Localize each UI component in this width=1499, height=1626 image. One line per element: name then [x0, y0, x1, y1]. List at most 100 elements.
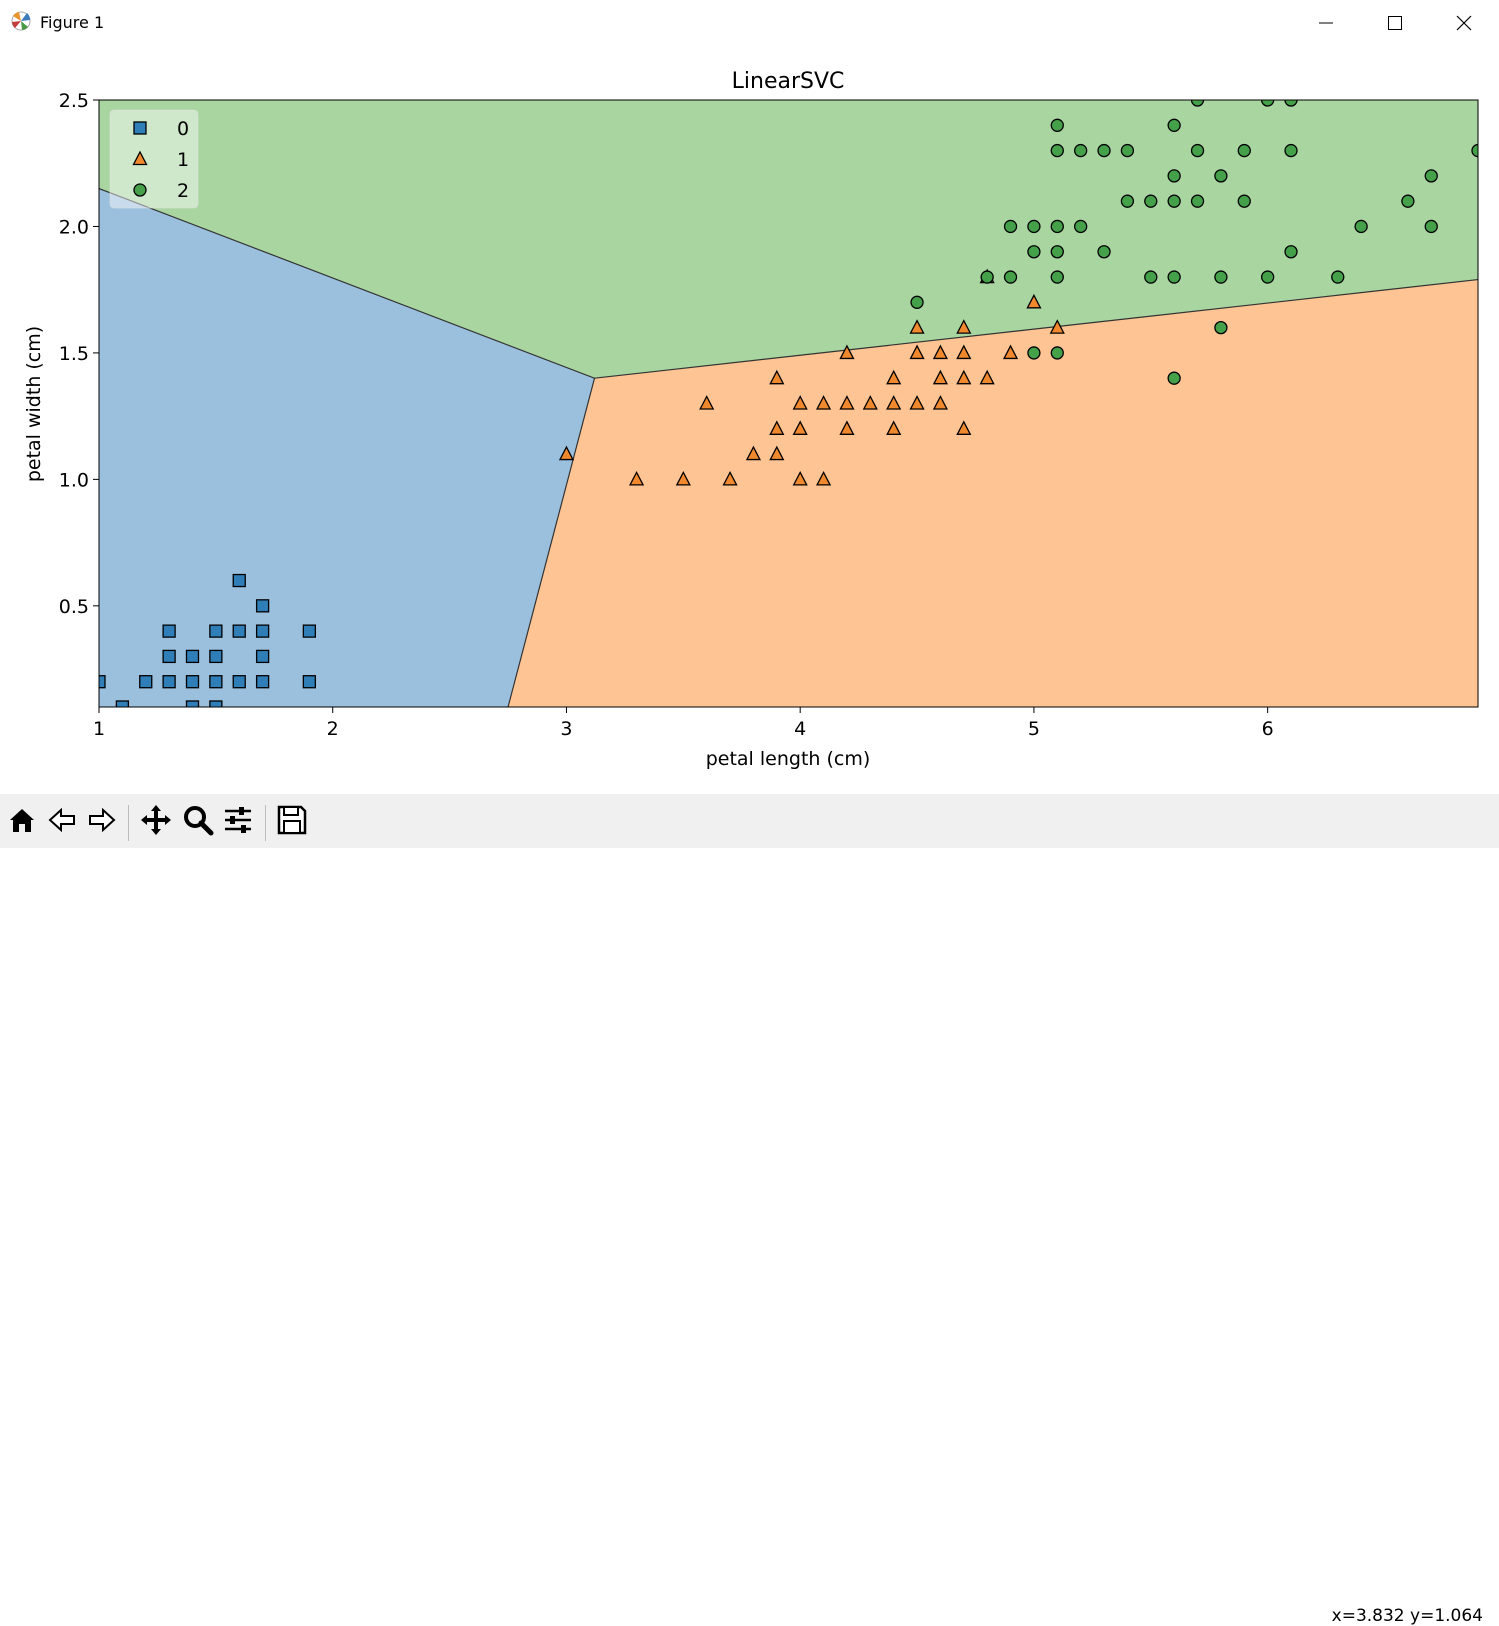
- data-point-class-1: [932, 344, 948, 360]
- data-point-class-1: [956, 369, 972, 385]
- data-point-class-2: [1050, 118, 1064, 132]
- data-point-class-1: [769, 369, 785, 385]
- data-point-class-2: [980, 270, 994, 284]
- data-point-class-1: [886, 369, 902, 385]
- data-point-class-1: [792, 470, 808, 486]
- toolbar-separator: [128, 805, 129, 841]
- data-point-class-0: [232, 675, 246, 689]
- window-title: Figure 1: [40, 13, 105, 32]
- close-button[interactable]: [1429, 0, 1499, 45]
- forward-button[interactable]: [84, 802, 120, 838]
- data-point-class-2: [1050, 143, 1064, 158]
- data-point-class-0: [162, 649, 176, 664]
- data-point-class-1: [839, 395, 855, 410]
- data-point-class-1: [675, 470, 691, 486]
- data-point-class-2: [1284, 245, 1298, 259]
- scatter-chart: 1 2 3 4 5 6 0.5 1.0 1.5 2.0 2.5 LinearSVC petal le…: [23, 69, 1479, 770]
- data-point-class-2: [1190, 143, 1205, 158]
- matplotlib-logo-icon: [11, 11, 31, 31]
- pan-icon: [141, 805, 171, 835]
- configure-subplots-icon: [225, 807, 251, 833]
- data-point-class-2: [1190, 100, 1205, 107]
- data-point-class-0: [185, 649, 200, 664]
- data-point-class-2: [1214, 270, 1228, 284]
- save-button[interactable]: [274, 802, 310, 838]
- legend-label: 1: [177, 149, 189, 171]
- data-point-class-0: [162, 675, 176, 689]
- x-tick-label: 1: [93, 718, 105, 740]
- legend-frame: [109, 109, 199, 209]
- legend-marker-1: [132, 150, 148, 166]
- save-icon: [277, 805, 307, 835]
- data-point-class-2: [1027, 346, 1041, 360]
- data-point-class-2: [1074, 143, 1088, 158]
- minimize-button[interactable]: [1291, 0, 1361, 45]
- data-point-class-1: [839, 344, 855, 360]
- data-point-class-2: [1003, 270, 1018, 284]
- data-point-class-1: [699, 395, 715, 410]
- configure-subplots-button[interactable]: [220, 802, 256, 838]
- data-point-class-1: [932, 369, 948, 385]
- data-point-class-0: [185, 700, 200, 707]
- data-point-class-0: [255, 599, 270, 613]
- data-point-class-0: [302, 624, 317, 638]
- data-point-class-1: [839, 420, 855, 435]
- pan-button[interactable]: [138, 802, 174, 838]
- data-point-class-2: [1214, 169, 1228, 183]
- data-point-class-2: [1097, 143, 1111, 158]
- data-point-class-2: [1120, 143, 1135, 158]
- decision-region-2: [99, 100, 1478, 379]
- data-point-class-1: [792, 420, 808, 435]
- data-point-class-0: [209, 624, 223, 638]
- data-point-class-2: [1424, 219, 1438, 234]
- figure-canvas[interactable]: 1 2 3 4 5 6 0.5 1.0 1.5 2.0 2.5 LinearSVC petal le…: [0, 45, 1499, 794]
- decision-region-0: [99, 188, 595, 708]
- data-point-class-2: [1144, 270, 1158, 284]
- back-button[interactable]: [44, 802, 80, 838]
- zoom-button[interactable]: [180, 802, 216, 838]
- data-point-class-1: [745, 445, 762, 461]
- maximize-button[interactable]: [1360, 0, 1430, 45]
- data-point-class-1: [979, 369, 995, 385]
- data-point-class-2: [1167, 371, 1181, 385]
- chart-title: LinearSVC: [732, 69, 845, 94]
- data-point-class-2: [1260, 100, 1275, 107]
- back-icon: [48, 807, 75, 833]
- data-point-class-1: [886, 395, 902, 410]
- data-point-class-1: [769, 445, 785, 461]
- data-point-class-2: [1050, 346, 1064, 360]
- toolbar-separator: [265, 805, 266, 841]
- data-point-class-2: [1003, 219, 1018, 234]
- home-button[interactable]: [4, 802, 40, 838]
- data-point-class-0: [209, 675, 223, 689]
- data-point-class-1: [909, 395, 925, 410]
- data-point-class-2: [1284, 100, 1298, 107]
- data-point-class-2: [1027, 219, 1041, 234]
- data-point-class-2: [1120, 194, 1135, 208]
- x-axis-label: petal length (cm): [706, 748, 871, 770]
- data-point-class-2: [1284, 143, 1298, 158]
- data-point-class-1: [956, 319, 972, 334]
- data-point-class-0: [185, 675, 200, 689]
- minimize-icon: [1319, 22, 1333, 23]
- y-tick-label: 2.5: [59, 90, 89, 112]
- data-point-class-1: [558, 445, 575, 461]
- data-point-class-1: [629, 470, 645, 486]
- data-point-class-0: [255, 649, 270, 664]
- data-point-class-2: [1074, 219, 1088, 234]
- legend-label: 2: [177, 180, 189, 202]
- data-point-class-2: [1237, 194, 1251, 208]
- legend-marker-2: [133, 183, 147, 197]
- data-point-class-2: [1144, 194, 1158, 208]
- data-point-class-1: [1002, 344, 1019, 360]
- data-point-class-2: [1027, 245, 1041, 259]
- data-point-class-2: [1167, 194, 1181, 208]
- data-point-class-2: [1331, 270, 1345, 284]
- data-point-class-0: [302, 675, 317, 689]
- data-point-class-1: [722, 470, 738, 486]
- data-point-class-2: [1471, 143, 1478, 158]
- data-point-class-2: [1167, 270, 1181, 284]
- window-titlebar: Figure 1: [0, 0, 1499, 45]
- x-tick-label: 2: [327, 718, 339, 740]
- data-point-class-1: [1049, 319, 1065, 334]
